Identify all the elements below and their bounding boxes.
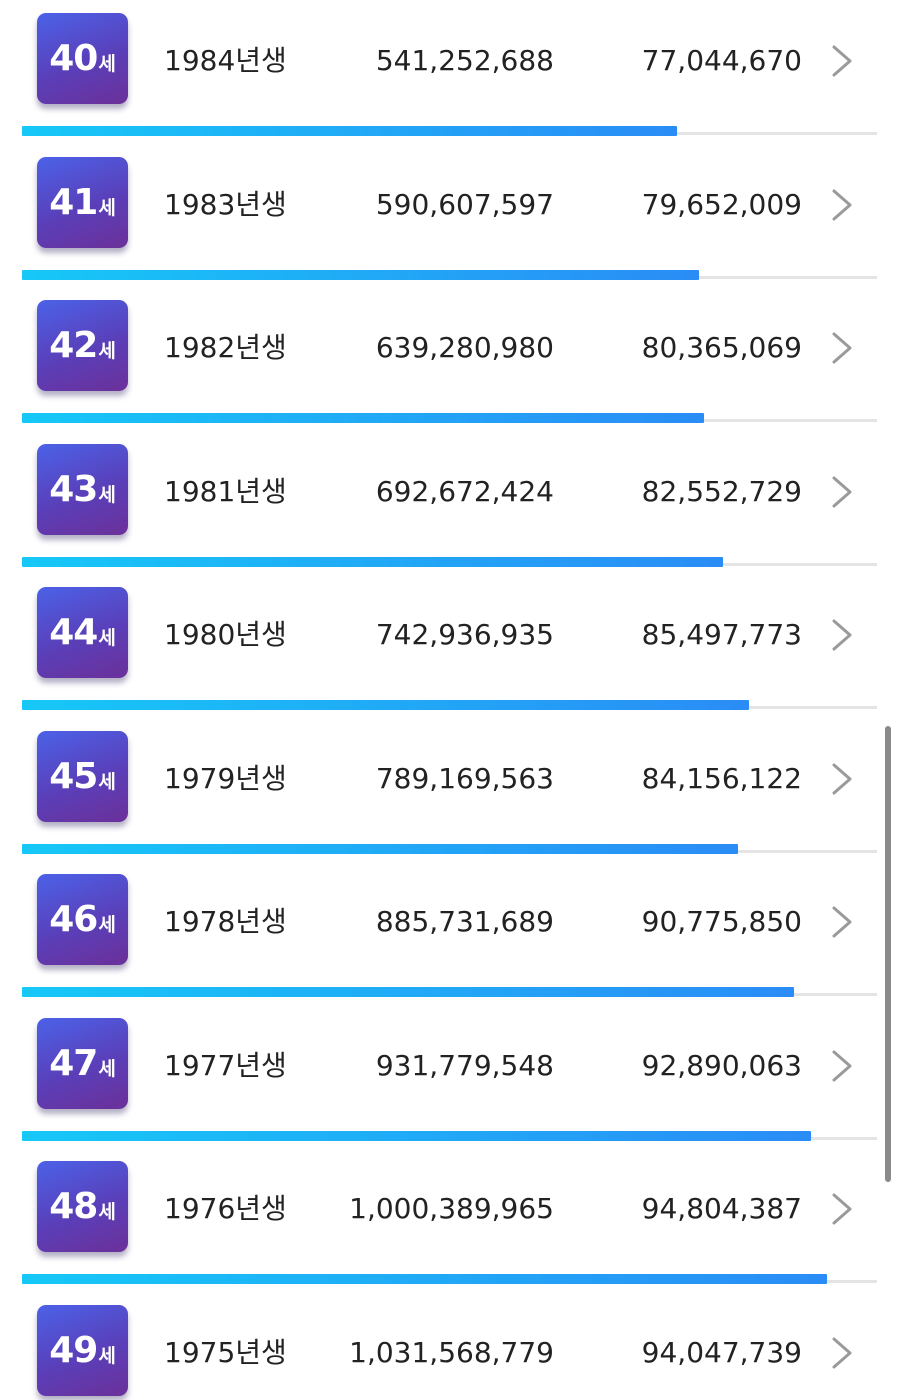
progress-bar [22,700,749,710]
total-value: 692,672,424 [375,474,554,508]
age-number: 49 [49,1329,98,1371]
annual-value: 94,047,739 [641,1335,802,1369]
annual-value: 85,497,773 [641,618,802,651]
age-badge: 40 세 [37,13,128,104]
birth-year: 1982년생 [164,331,287,364]
annual-value: 92,890,063 [641,1048,802,1082]
list-item[interactable]: 43 세 1981년생 692,672,424 82,552,729 [0,431,900,575]
age-unit: 세 [98,914,116,936]
list-item[interactable]: 48 세 1976년생 1,000,389,965 94,804,387 [0,1148,900,1292]
age-unit: 세 [98,1344,116,1367]
age-unit: 세 [98,1201,116,1223]
chevron-right-icon[interactable] [828,1192,858,1226]
list-item[interactable]: 42 세 1982년생 639,280,980 80,365,069 [0,287,900,431]
age-badge: 43 세 [37,443,128,535]
progress-bar [22,987,795,997]
total-value: 639,280,980 [375,331,554,364]
list-item[interactable]: 44 세 1980년생 742,936,935 85,497,773 [0,574,900,718]
age-badge: 44 세 [37,587,128,678]
chevron-right-icon[interactable] [828,188,858,222]
chevron-right-icon[interactable] [828,618,858,652]
age-unit: 세 [98,340,116,362]
age-badge: 49 세 [37,1304,128,1396]
age-badge: 48 세 [37,1161,128,1252]
chevron-right-icon[interactable] [828,44,858,78]
age-number: 43 [49,468,98,510]
age-number: 41 [49,181,98,223]
progress-bar [22,556,724,567]
list-item[interactable]: 40 세 1984년생 541,252,688 77,044,670 [0,0,900,144]
chevron-right-icon[interactable] [828,1049,858,1083]
birth-year: 1978년생 [164,905,287,938]
age-badge: 47 세 [37,1017,128,1109]
progress-bar [22,413,705,423]
total-value: 541,252,688 [375,44,554,77]
total-value: 931,779,548 [375,1048,554,1082]
age-number: 44 [49,612,98,653]
annual-value: 79,652,009 [641,187,802,221]
birth-year: 1981년생 [164,474,287,508]
total-value: 1,031,568,779 [349,1335,554,1369]
age-unit: 세 [98,53,116,75]
total-value: 1,000,389,965 [349,1192,554,1225]
list-item[interactable]: 49 세 1975년생 1,031,568,779 94,047,739 [0,1292,900,1400]
age-number: 40 [49,38,98,79]
birth-year: 1976년생 [164,1192,287,1225]
chevron-right-icon[interactable] [828,762,858,796]
scrollbar[interactable] [885,726,891,1182]
age-badge: 41 세 [37,156,128,248]
chevron-right-icon[interactable] [828,331,858,365]
annual-value: 94,804,387 [641,1192,802,1225]
birth-year: 1984년생 [164,44,287,77]
progress-bar [22,1130,812,1141]
age-number: 45 [49,755,98,797]
age-unit: 세 [98,627,116,649]
birth-year: 1979년생 [164,761,287,795]
annual-value: 77,044,670 [641,44,802,77]
chevron-right-icon[interactable] [828,905,858,939]
birth-year: 1975년생 [164,1335,287,1369]
progress-bar [22,843,738,854]
list-item[interactable]: 46 세 1978년생 885,731,689 90,775,850 [0,861,900,1005]
chevron-right-icon[interactable] [828,475,858,509]
age-number: 42 [49,325,98,366]
age-unit: 세 [98,770,116,793]
age-unit: 세 [98,1057,116,1080]
list-item[interactable]: 47 세 1977년생 931,779,548 92,890,063 [0,1005,900,1149]
annual-value: 80,365,069 [641,331,802,364]
age-number: 47 [49,1042,98,1084]
birth-year: 1980년생 [164,618,287,651]
chevron-right-icon[interactable] [828,1336,858,1370]
age-badge: 45 세 [37,730,128,822]
age-unit: 세 [98,483,116,506]
annual-value: 90,775,850 [641,905,802,938]
total-value: 590,607,597 [375,187,554,221]
age-number: 46 [49,899,98,940]
birth-year: 1983년생 [164,187,287,221]
list-item[interactable]: 45 세 1979년생 789,169,563 84,156,122 [0,718,900,862]
total-value: 742,936,935 [375,618,554,651]
age-unit: 세 [98,196,116,219]
birth-year: 1977년생 [164,1048,287,1082]
progress-bar [22,1274,828,1284]
total-value: 789,169,563 [375,761,554,795]
age-badge: 42 세 [37,300,128,391]
age-number: 48 [49,1186,98,1227]
progress-bar [22,126,677,136]
progress-bar [22,269,700,280]
list-item[interactable]: 41 세 1983년생 590,607,597 79,652,009 [0,144,900,288]
age-badge: 46 세 [37,874,128,965]
annual-value: 82,552,729 [641,474,802,508]
annual-value: 84,156,122 [641,761,802,795]
total-value: 885,731,689 [375,905,554,938]
